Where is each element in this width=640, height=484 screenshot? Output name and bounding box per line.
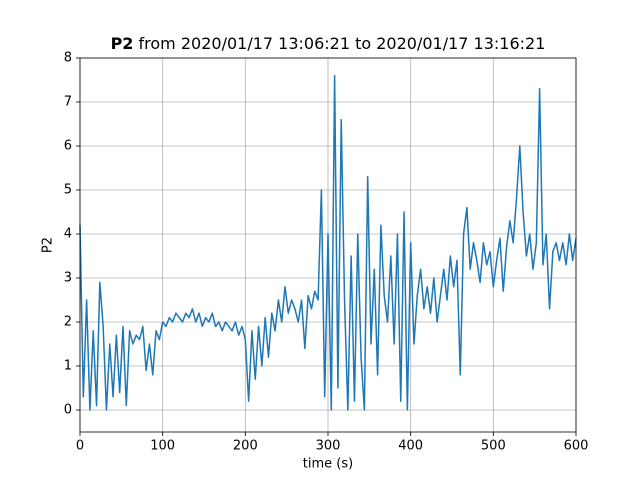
x-axis-label: time (s) bbox=[303, 457, 353, 472]
y-tick-label: 2 bbox=[64, 315, 72, 330]
chart-title: P2 from 2020/01/17 13:06:21 to 2020/01/1… bbox=[111, 34, 546, 53]
x-tick-label: 0 bbox=[76, 439, 84, 454]
title-bold: P2 bbox=[111, 34, 134, 53]
y-tick-label: 5 bbox=[64, 183, 72, 198]
x-tick-label: 200 bbox=[233, 439, 258, 454]
grid bbox=[79, 57, 577, 432]
x-tick-label: 500 bbox=[481, 439, 506, 454]
plot-area bbox=[79, 74, 577, 411]
x-tick-label: 300 bbox=[316, 439, 341, 454]
x-tick-label: 100 bbox=[150, 439, 175, 454]
y-tick-label: 0 bbox=[64, 403, 72, 418]
x-tick-label: 600 bbox=[564, 439, 589, 454]
title-rest: from 2020/01/17 13:06:21 to 2020/01/17 1… bbox=[139, 34, 546, 53]
y-tick-label: 6 bbox=[64, 139, 72, 154]
y-tick-label: 7 bbox=[64, 95, 72, 110]
x-tick-label: 400 bbox=[398, 439, 423, 454]
y-tick-label: 1 bbox=[64, 359, 72, 374]
y-axis-label: P2 bbox=[41, 237, 56, 253]
y-tick-label: 4 bbox=[64, 227, 72, 242]
y-tick-label: 8 bbox=[64, 51, 72, 66]
data-line bbox=[79, 74, 577, 411]
y-tick-label: 3 bbox=[64, 271, 72, 286]
